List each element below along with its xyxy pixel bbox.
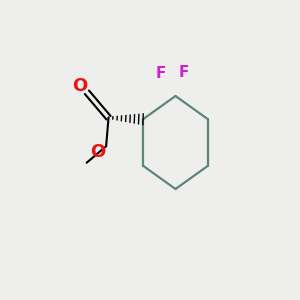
- Text: O: O: [90, 142, 105, 160]
- Text: O: O: [72, 76, 87, 95]
- Text: F: F: [156, 66, 166, 81]
- Text: F: F: [179, 65, 189, 80]
